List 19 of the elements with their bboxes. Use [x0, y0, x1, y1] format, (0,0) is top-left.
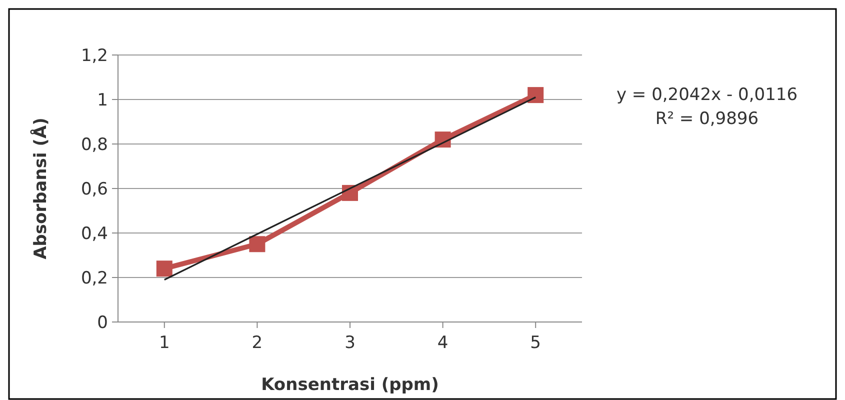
x-tick-label: 5: [530, 333, 542, 353]
x-tick-label: 1: [158, 333, 170, 353]
text: R² = 0,9896: [655, 109, 759, 129]
point: [156, 260, 172, 277]
text: y = 0,2042x - 0,0116: [616, 85, 798, 105]
y-tick-label: 0,8: [80, 134, 108, 155]
y-tick-label: 0,4: [80, 224, 108, 244]
x-axis-title: Konsentrasi (ppm): [261, 375, 439, 395]
y-axis-title: Absorbansi (Å): [30, 118, 51, 260]
x-tick-label: 3: [344, 333, 356, 353]
y-tick-label: 0,2: [80, 268, 108, 288]
point: [249, 236, 266, 252]
y-tick-label: 0: [97, 312, 108, 333]
x-tick-label: 4: [437, 333, 448, 353]
x-tick-label: 2: [252, 333, 263, 353]
y-tick-label: 0,6: [80, 179, 108, 200]
y-tick-label: 1,2: [80, 46, 108, 66]
point: [528, 87, 544, 104]
y-tick-label: 1: [97, 90, 108, 110]
